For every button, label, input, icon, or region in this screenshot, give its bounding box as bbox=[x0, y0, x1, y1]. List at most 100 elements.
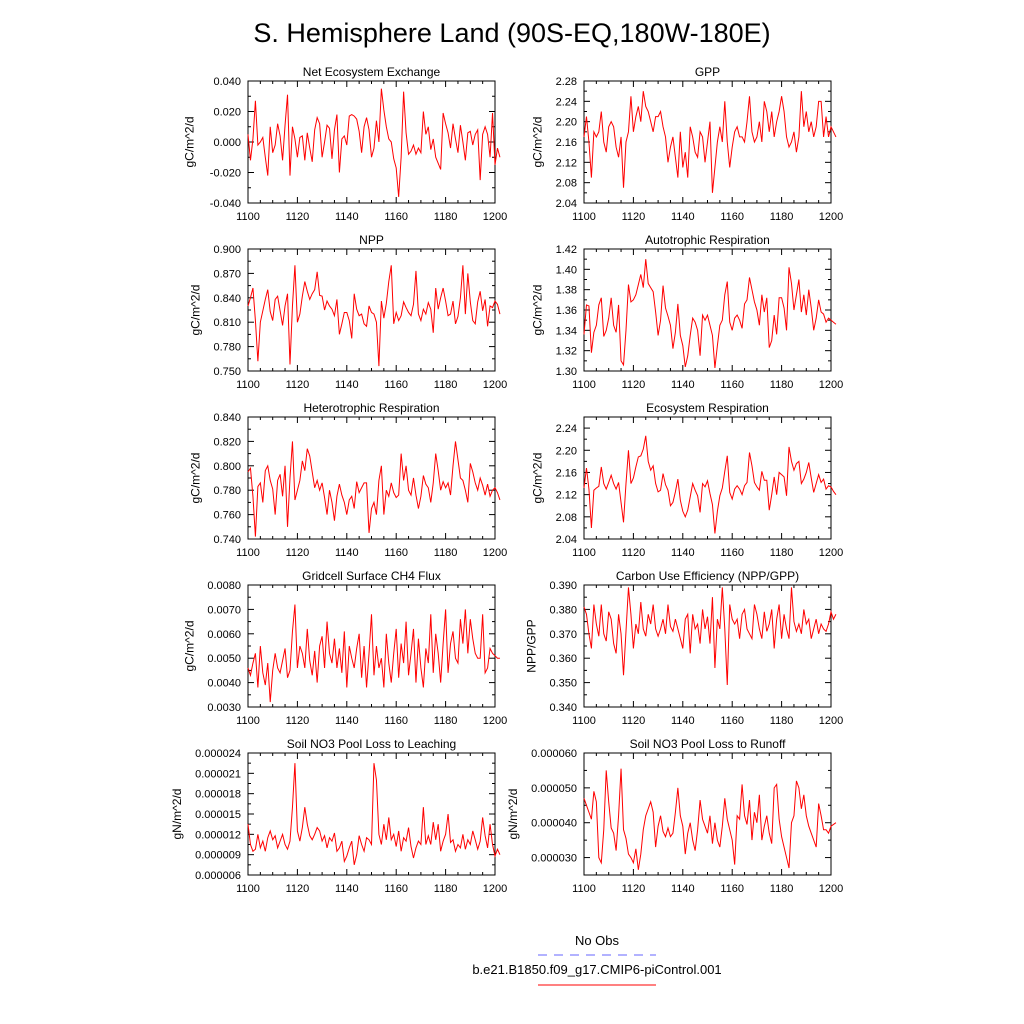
y-axis-label: gN/m^2/d bbox=[506, 789, 520, 840]
y-tick-label: 0.000021 bbox=[195, 768, 241, 780]
series-line bbox=[247, 604, 500, 703]
x-tick-label: 1160 bbox=[384, 547, 408, 559]
y-tick-label: 1.40 bbox=[556, 264, 577, 276]
x-tick-label: 1100 bbox=[236, 883, 260, 895]
series-line bbox=[247, 441, 501, 537]
y-tick-label: 0.340 bbox=[549, 702, 577, 714]
x-tick-label: 1180 bbox=[434, 211, 458, 223]
y-tick-label: 2.20 bbox=[556, 445, 577, 457]
series-line bbox=[583, 587, 837, 686]
y-tick-label: 2.04 bbox=[556, 198, 577, 210]
y-tick-label: 1.34 bbox=[556, 325, 577, 337]
y-tick-label: 0.000018 bbox=[195, 789, 241, 801]
chart-panel-5: Heterotrophic Respiration 1100 1120 1140 116… bbox=[189, 401, 508, 559]
y-tick-label: 0.370 bbox=[549, 629, 577, 641]
chart-title: Soil NO3 Pool Loss to Runoff bbox=[630, 737, 787, 751]
y-tick-label: 2.28 bbox=[556, 76, 577, 88]
y-tick-label: 0.000012 bbox=[195, 829, 241, 841]
chart-title: NPP bbox=[359, 233, 384, 247]
y-tick-label: 2.12 bbox=[556, 490, 577, 502]
x-tick-label: 1200 bbox=[819, 715, 843, 727]
series-line bbox=[247, 265, 501, 367]
x-tick-label: 1140 bbox=[335, 547, 359, 559]
x-tick-label: 1160 bbox=[384, 715, 408, 727]
plot-frame bbox=[583, 584, 832, 708]
y-tick-label: 1.36 bbox=[556, 305, 577, 317]
x-tick-label: 1120 bbox=[622, 211, 646, 223]
y-tick-label: 0.800 bbox=[213, 461, 241, 473]
chart-panel-1: Net Ecosystem Exchange 1100 1120 1140 1160 11… bbox=[182, 65, 507, 223]
x-tick-label: 1160 bbox=[720, 379, 744, 391]
y-tick-label: 0.360 bbox=[549, 653, 577, 665]
chart-title: Gridcell Surface CH4 Flux bbox=[302, 569, 441, 583]
y-tick-label: 0.000024 bbox=[195, 748, 241, 760]
chart-title: Autotrophic Respiration bbox=[645, 233, 770, 247]
x-tick-label: 1160 bbox=[720, 211, 744, 223]
x-tick-label: 1160 bbox=[720, 883, 744, 895]
chart-title: Heterotrophic Respiration bbox=[303, 401, 439, 415]
x-tick-label: 1200 bbox=[819, 211, 843, 223]
x-tick-label: 1120 bbox=[286, 379, 310, 391]
x-tick-label: 1160 bbox=[720, 715, 744, 727]
figure-title: S. Hemisphere Land (90S-EQ,180W-180E) bbox=[253, 18, 770, 48]
x-tick-label: 1180 bbox=[770, 211, 794, 223]
y-axis-label: gN/m^2/d bbox=[170, 789, 184, 840]
x-tick-label: 1120 bbox=[286, 211, 310, 223]
series-line bbox=[247, 763, 501, 865]
x-tick-label: 1200 bbox=[483, 883, 507, 895]
x-tick-label: 1120 bbox=[286, 883, 310, 895]
x-tick-label: 1160 bbox=[720, 547, 744, 559]
x-tick-label: 1180 bbox=[434, 547, 458, 559]
chart-panel-7: Gridcell Surface CH4 Flux 1100 1120 1140 116… bbox=[182, 569, 507, 727]
x-tick-label: 1140 bbox=[671, 715, 695, 727]
plot-frame bbox=[247, 752, 496, 876]
y-tick-label: 0.870 bbox=[213, 268, 241, 280]
y-axis-label: gC/m^2/d bbox=[531, 117, 545, 168]
x-tick-label: 1140 bbox=[335, 883, 359, 895]
y-tick-label: 0.000030 bbox=[531, 853, 577, 865]
chart-panel-9: Soil NO3 Pool Loss to Leaching 1100 1120 11… bbox=[170, 737, 507, 895]
x-tick-label: 1180 bbox=[770, 715, 794, 727]
x-tick-label: 1200 bbox=[483, 547, 507, 559]
x-tick-label: 1200 bbox=[819, 379, 843, 391]
chart-title: Soil NO3 Pool Loss to Leaching bbox=[287, 737, 456, 751]
y-tick-label: 0.0050 bbox=[207, 653, 241, 665]
plot-frame bbox=[583, 416, 832, 540]
x-tick-label: 1120 bbox=[622, 547, 646, 559]
y-tick-label: 0.740 bbox=[213, 534, 241, 546]
x-tick-label: 1200 bbox=[483, 715, 507, 727]
y-tick-label: 0.040 bbox=[213, 76, 241, 88]
x-tick-label: 1160 bbox=[384, 883, 408, 895]
x-tick-label: 1180 bbox=[770, 547, 794, 559]
y-tick-label: 0.750 bbox=[213, 366, 241, 378]
series-line bbox=[583, 435, 837, 534]
series-line bbox=[583, 259, 837, 369]
x-tick-label: 1100 bbox=[236, 379, 260, 391]
y-tick-label: 0.0040 bbox=[207, 678, 241, 690]
chart-panel-8: Carbon Use Efficiency (NPP/GPP) 1100 1120 1… bbox=[525, 569, 844, 727]
y-tick-label: 0.840 bbox=[213, 293, 241, 305]
y-tick-label: 2.20 bbox=[556, 117, 577, 129]
x-tick-label: 1140 bbox=[335, 379, 359, 391]
y-tick-label: 2.24 bbox=[556, 96, 577, 108]
x-tick-label: 1140 bbox=[335, 715, 359, 727]
y-axis-label: gC/m^2/d bbox=[182, 117, 196, 168]
y-tick-label: 0.760 bbox=[213, 510, 241, 522]
x-tick-label: 1200 bbox=[483, 379, 507, 391]
x-tick-label: 1100 bbox=[572, 547, 596, 559]
x-tick-label: 1140 bbox=[671, 547, 695, 559]
x-tick-label: 1180 bbox=[770, 379, 794, 391]
y-tick-label: 0.000050 bbox=[531, 783, 577, 795]
x-tick-label: 1200 bbox=[819, 547, 843, 559]
x-tick-label: 1160 bbox=[384, 379, 408, 391]
chart-title: Net Ecosystem Exchange bbox=[303, 65, 441, 79]
x-tick-label: 1100 bbox=[572, 379, 596, 391]
y-axis-label: gC/m^2/d bbox=[182, 621, 196, 672]
y-axis-label: gC/m^2/d bbox=[531, 285, 545, 336]
series-line bbox=[247, 88, 501, 197]
y-tick-label: 0.810 bbox=[213, 317, 241, 329]
x-tick-label: 1200 bbox=[819, 883, 843, 895]
y-tick-label: 2.16 bbox=[556, 467, 577, 479]
y-tick-label: 0.0070 bbox=[207, 604, 241, 616]
